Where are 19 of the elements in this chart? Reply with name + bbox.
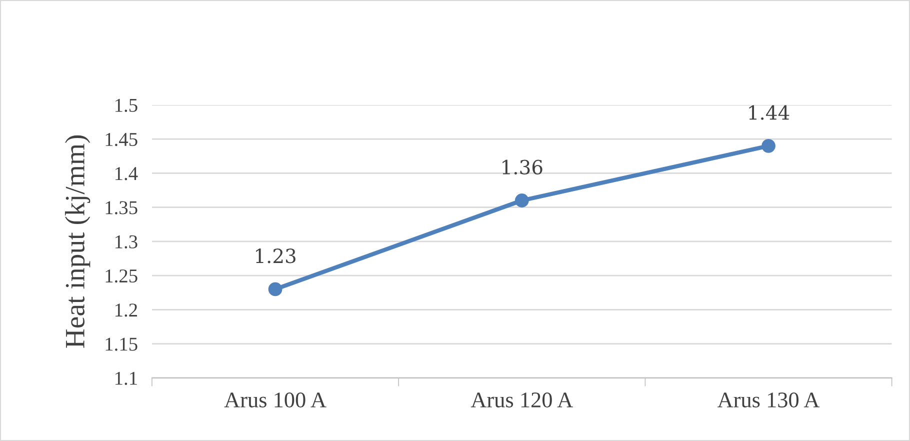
data-label: 1.23	[256, 248, 296, 264]
y-tick-label: 1.2	[115, 304, 138, 317]
y-tick-label: 1.15	[106, 338, 138, 351]
y-tick-label: 1.4	[115, 167, 138, 180]
x-tick-label: Arus 120 A	[470, 392, 573, 408]
point	[268, 282, 282, 296]
x-tick-label: Arus 130 A	[717, 392, 820, 408]
point	[762, 138, 776, 153]
x-tick-label: Arus 100 A	[224, 392, 326, 408]
point	[514, 194, 529, 208]
y-tick-label: 1.35	[106, 201, 138, 214]
y-tick-label: 1.1	[115, 372, 137, 385]
y-tick-label: 1.25	[106, 269, 138, 283]
y-tick-label: 1.5	[115, 98, 138, 112]
data-label: 1.36	[502, 160, 542, 175]
y-axis-title: Heat input (kj/mm)	[64, 135, 90, 348]
y-tick-label: 1.3	[115, 235, 138, 248]
y-tick-label: 1.45	[106, 132, 138, 146]
data-label: 1.44	[749, 105, 790, 120]
